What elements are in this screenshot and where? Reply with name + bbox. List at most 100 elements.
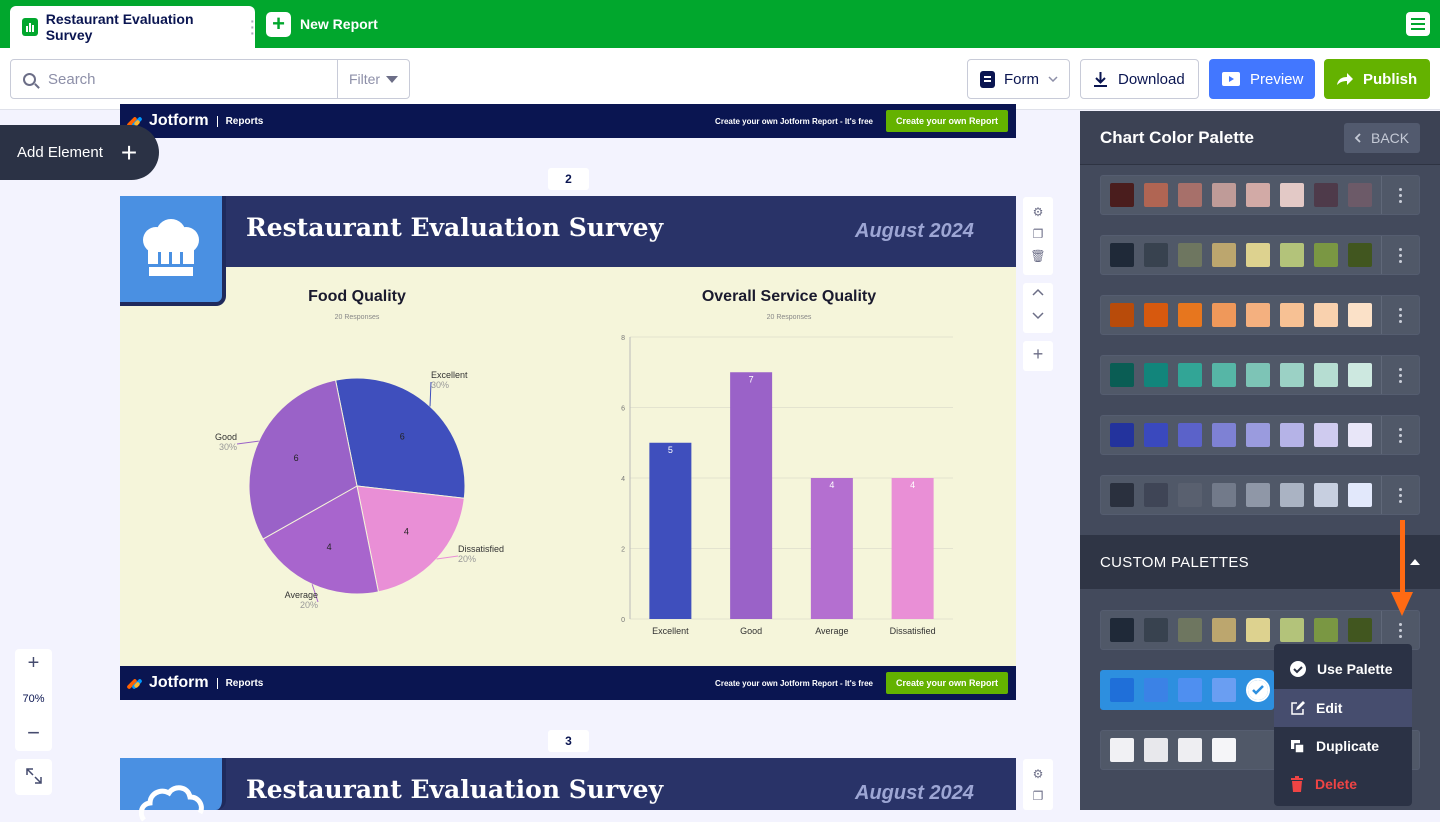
color-swatch: [1178, 423, 1202, 447]
brand-name: Jotform: [149, 112, 209, 129]
pie-chart: 6Excellent30%4Dissatisfied20%4Average20%…: [215, 370, 504, 610]
play-icon: [1222, 72, 1240, 86]
more-options-icon[interactable]: [1381, 476, 1419, 514]
page-number: 3: [548, 730, 589, 752]
more-options-icon[interactable]: [1381, 176, 1419, 214]
filter-button[interactable]: Filter: [337, 59, 410, 99]
color-swatch: [1144, 303, 1168, 327]
add-element-label: Add Element: [17, 144, 103, 161]
custom-palette-row[interactable]: [1100, 610, 1420, 650]
report-tab[interactable]: Restaurant Evaluation Survey · · ·: [10, 6, 255, 48]
add-element-button[interactable]: Add Element +: [0, 125, 159, 180]
color-swatch: [1110, 738, 1134, 762]
color-swatch: [1178, 183, 1202, 207]
zoom-in-button[interactable]: +: [27, 652, 40, 674]
color-swatch: [1280, 483, 1304, 507]
pie-slice-average: [262, 485, 380, 595]
form-label: Form: [1004, 70, 1039, 88]
duplicate-menu-item[interactable]: Duplicate: [1274, 727, 1412, 765]
more-options-icon[interactable]: [1381, 236, 1419, 274]
use-palette-menu-item[interactable]: Use Palette: [1274, 650, 1412, 688]
page-tools: ⚙ ❐: [1023, 759, 1053, 810]
pie-chart-title: Food Quality: [308, 288, 406, 305]
trash-icon[interactable]: 🗑: [1030, 249, 1046, 263]
chef-hat-icon: [143, 219, 199, 276]
palette-row[interactable]: [1100, 355, 1420, 395]
download-label: Download: [1118, 70, 1185, 88]
settings-gear-icon[interactable]: ⚙: [1032, 767, 1044, 781]
more-options-icon[interactable]: [1381, 416, 1419, 454]
color-swatch: [1314, 303, 1338, 327]
add-page-icon[interactable]: +: [1023, 341, 1053, 371]
palette-row[interactable]: [1100, 295, 1420, 335]
delete-menu-item[interactable]: Delete: [1274, 765, 1412, 803]
color-swatch: [1110, 303, 1134, 327]
pie-value-label: 6: [400, 432, 405, 442]
hamburger-menu-icon[interactable]: [1406, 12, 1430, 36]
slide-header: [120, 196, 1016, 267]
footer-cta-button[interactable]: Create your own Report: [885, 672, 1008, 694]
color-swatch: [1110, 483, 1134, 507]
pie-value-label: 6: [294, 453, 299, 463]
bar-excellent: [649, 442, 692, 619]
download-button[interactable]: Download: [1080, 59, 1199, 99]
chevron-left-icon: [1354, 133, 1361, 143]
color-swatch: [1246, 423, 1270, 447]
custom-palettes-header[interactable]: CUSTOM PALETTES: [1080, 535, 1440, 589]
color-swatch: [1144, 423, 1168, 447]
zoom-out-button[interactable]: −: [27, 720, 40, 745]
palette-row[interactable]: [1100, 415, 1420, 455]
pie-slice-good: [248, 379, 358, 540]
color-swatch: [1178, 243, 1202, 267]
color-swatch: [1178, 303, 1202, 327]
report-icon: [22, 18, 38, 36]
publish-button[interactable]: Publish: [1324, 59, 1430, 99]
pie-category-label: Excellent: [431, 370, 468, 380]
slide-icon-box: [120, 196, 226, 306]
custom-palettes-title: CUSTOM PALETTES: [1100, 553, 1249, 571]
custom-palette-row-selected[interactable]: [1100, 670, 1274, 710]
color-swatch: [1348, 483, 1372, 507]
tab-options-icon[interactable]: · · ·: [250, 13, 255, 41]
color-swatch: [1144, 483, 1168, 507]
palette-row[interactable]: [1100, 175, 1420, 215]
back-button[interactable]: BACK: [1344, 123, 1420, 153]
y-tick-label: 6: [621, 406, 625, 413]
palette-row[interactable]: [1100, 475, 1420, 515]
copy-icon[interactable]: ❐: [1032, 227, 1044, 241]
color-swatch: [1246, 303, 1270, 327]
pie-percent-label: 30%: [431, 380, 449, 390]
preview-label: Preview: [1250, 70, 1304, 88]
color-swatch: [1178, 363, 1202, 387]
reports-label: Reports: [216, 115, 263, 127]
color-swatch: [1110, 678, 1134, 702]
duplicate-label: Duplicate: [1316, 738, 1380, 754]
pie-chart-subtitle: 20 Responses: [334, 314, 380, 321]
more-options-icon[interactable]: [1381, 611, 1419, 649]
zoom-controls: + 70% −: [15, 649, 52, 751]
settings-gear-icon[interactable]: ⚙: [1032, 205, 1044, 219]
search-input[interactable]: Search: [10, 59, 338, 99]
bar-dissatisfied: [891, 478, 934, 619]
form-dropdown[interactable]: Form: [967, 59, 1070, 99]
color-swatch: [1144, 738, 1168, 762]
funnel-icon: [386, 75, 399, 83]
page2-footer: Jotform Reports Create your own Jotform …: [120, 666, 1016, 700]
footer-cta-button[interactable]: Create your own Report: [885, 110, 1008, 132]
page-number: 2: [548, 168, 589, 190]
pie-leader-line: [311, 584, 319, 603]
fullscreen-button[interactable]: [15, 759, 52, 795]
palette-row[interactable]: [1100, 235, 1420, 275]
preview-button[interactable]: Preview: [1209, 59, 1315, 99]
more-options-icon[interactable]: [1381, 356, 1419, 394]
copy-icon[interactable]: ❐: [1032, 789, 1044, 803]
chevron-down-icon[interactable]: [1032, 312, 1044, 320]
pie-category-label: Good: [215, 432, 237, 442]
edit-menu-item[interactable]: Edit: [1274, 689, 1412, 727]
slide-title: Restaurant Evaluation Survey: [246, 213, 664, 242]
chevron-up-icon[interactable]: [1032, 288, 1044, 296]
new-report-button[interactable]: + New Report: [266, 11, 378, 37]
pie-value-label: 4: [327, 542, 332, 552]
bar-good: [730, 372, 773, 619]
more-options-icon[interactable]: [1381, 296, 1419, 334]
